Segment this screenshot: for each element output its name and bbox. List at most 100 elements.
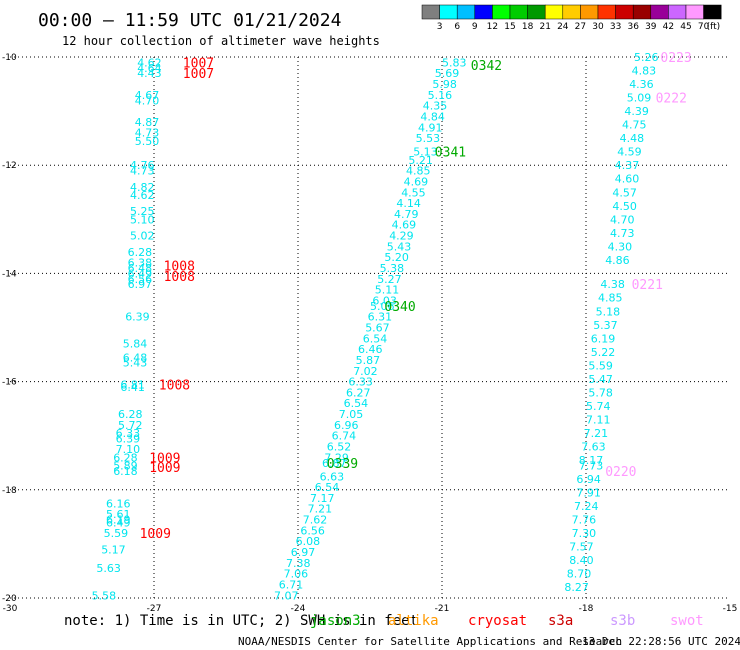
wave-height-value: 5.58 — [92, 589, 117, 602]
wave-height-value: 4.85 — [406, 165, 431, 178]
wave-height-value: 6.94 — [576, 473, 601, 486]
wave-height-value: 6.74 — [332, 430, 357, 443]
pass-time-label: 1009 — [149, 451, 180, 466]
legend-altika: altika — [388, 613, 439, 629]
plot-marks: 4.624.644.434.674.704.874.735.504.764.73… — [92, 51, 692, 602]
track-jason3: 5.835.695.985.164.354.844.915.535.135.21… — [274, 56, 502, 602]
wave-height-value: 6.08 — [296, 535, 321, 548]
wave-height-value: 4.50 — [612, 200, 637, 213]
x-tick-label: -27 — [147, 604, 162, 614]
wave-height-value: 6.54 — [344, 397, 369, 410]
wave-height-value: 6.33 — [348, 376, 373, 389]
wave-height-value: 6.39 — [116, 432, 141, 445]
wave-height-value: 4.60 — [615, 173, 640, 186]
track-cryosat: 4.624.644.434.674.704.874.735.504.764.73… — [92, 56, 215, 602]
wave-height-value: 6.19 — [591, 332, 616, 345]
colorbar-label: 33 — [610, 22, 621, 32]
wave-height-value: 7.73 — [579, 459, 604, 472]
colorbar-swatch — [439, 4, 458, 20]
colorbar-unit: (ft) — [707, 22, 721, 32]
y-tick-label: -16 — [2, 378, 17, 388]
pass-time-label: 0341 — [435, 146, 466, 161]
wave-height-value: 4.29 — [389, 230, 414, 243]
wave-height-value: 6.28 — [113, 451, 138, 464]
wave-height-value: 6.28 — [118, 408, 143, 421]
legend-cryosat: cryosat — [468, 613, 527, 629]
wave-height-value: 7.63 — [581, 441, 606, 454]
colorbar-label: 42 — [663, 22, 674, 32]
colorbar-swatch — [580, 4, 599, 20]
wave-height-value: 7.07 — [274, 589, 299, 602]
wave-height-value: 4.85 — [598, 292, 623, 305]
y-tick-label: -12 — [2, 161, 17, 171]
wave-height-value: 4.64 — [137, 62, 162, 75]
x-tick-label: -30 — [3, 604, 18, 614]
wave-height-value: 4.79 — [394, 208, 419, 221]
wave-height-value: 4.75 — [622, 119, 647, 132]
wave-height-value: 6.49 — [106, 516, 131, 529]
pass-time-label: 0339 — [327, 457, 358, 472]
wave-height-value: 5.84 — [123, 338, 148, 351]
wave-height-value: 4.36 — [629, 78, 654, 91]
wave-height-value: 7.57 — [569, 541, 594, 554]
wave-height-value: 4.62 — [137, 56, 162, 69]
colorbar-swatch — [615, 4, 634, 20]
colorbar-swatch — [421, 4, 440, 20]
wave-height-value: 6.56 — [300, 524, 325, 537]
wave-height-value: 6.52 — [327, 441, 352, 454]
wave-height-value: 7.11 — [586, 413, 611, 426]
footer-credit: NOAA/NESDIS Center for Satellite Applica… — [238, 635, 622, 648]
wave-height-value: 7.21 — [308, 503, 333, 516]
colorbar-swatch — [527, 4, 546, 20]
colorbar-swatch — [474, 4, 493, 20]
legend-jason3: jason3 — [310, 613, 361, 629]
wave-height-value: 6.48 — [128, 262, 153, 275]
wave-height-value: 7.24 — [574, 500, 599, 513]
wave-height-value: 4.86 — [605, 254, 630, 267]
wave-height-value: 5.18 — [596, 305, 621, 318]
wave-height-value: 5.59 — [104, 527, 129, 540]
wave-height-value: 5.25 — [130, 205, 155, 218]
colorbar-swatch — [650, 4, 669, 20]
pass-time-label: 0340 — [384, 300, 415, 315]
colorbar-label: 12 — [487, 22, 498, 32]
y-tick-label: -14 — [2, 269, 17, 279]
pass-time-label: 0220 — [605, 465, 636, 480]
wave-height-value: 4.91 — [418, 121, 443, 134]
pass-time-label: 0223 — [660, 51, 691, 66]
colorbar-label: 39 — [645, 22, 657, 32]
wave-height-value: 5.17 — [101, 543, 126, 556]
wave-height-value: 5.87 — [356, 354, 381, 367]
wave-height-value: 7.29 — [324, 451, 349, 464]
wave-height-value: 7.30 — [572, 527, 597, 540]
wave-height-value: 4.48 — [620, 132, 645, 145]
pass-time-label: 0221 — [632, 278, 663, 293]
colorbar-label: 3 — [437, 22, 443, 32]
pass-time-label: 0342 — [471, 59, 502, 74]
colorbar-swatch — [456, 4, 476, 20]
pass-time-label: 1008 — [164, 259, 195, 274]
colorbar-swatch — [597, 4, 616, 20]
y-tick-label: -10 — [2, 53, 17, 63]
wave-height-value: 5.10 — [130, 213, 155, 226]
wave-height-value: 5.53 — [416, 132, 441, 145]
wave-height-value: 5.89 — [113, 459, 138, 472]
colorbar-label: 18 — [522, 22, 534, 32]
colorbar-label: 36 — [627, 22, 639, 32]
wave-height-value: 4.30 — [608, 240, 633, 253]
wave-height-value: 5.74 — [586, 400, 611, 413]
wave-height-value: 6.39 — [125, 311, 150, 324]
wave-height-value: 4.73 — [610, 227, 635, 240]
wave-height-value: 8.40 — [569, 554, 594, 567]
wave-height-value: 7.06 — [284, 568, 309, 581]
wave-height-value: 7.17 — [310, 492, 335, 505]
colorbar-label: 30 — [592, 22, 604, 32]
wave-height-value: 5.38 — [380, 262, 405, 275]
chart-subtitle: 12 hour collection of altimeter wave hei… — [62, 34, 380, 48]
colorbar-swatch — [668, 4, 687, 20]
wave-height-value: 5.37 — [593, 319, 618, 332]
wave-height-value: 6.38 — [128, 257, 153, 270]
wave-height-value: 4.84 — [420, 111, 445, 124]
wave-height-value: 7.10 — [116, 443, 141, 456]
